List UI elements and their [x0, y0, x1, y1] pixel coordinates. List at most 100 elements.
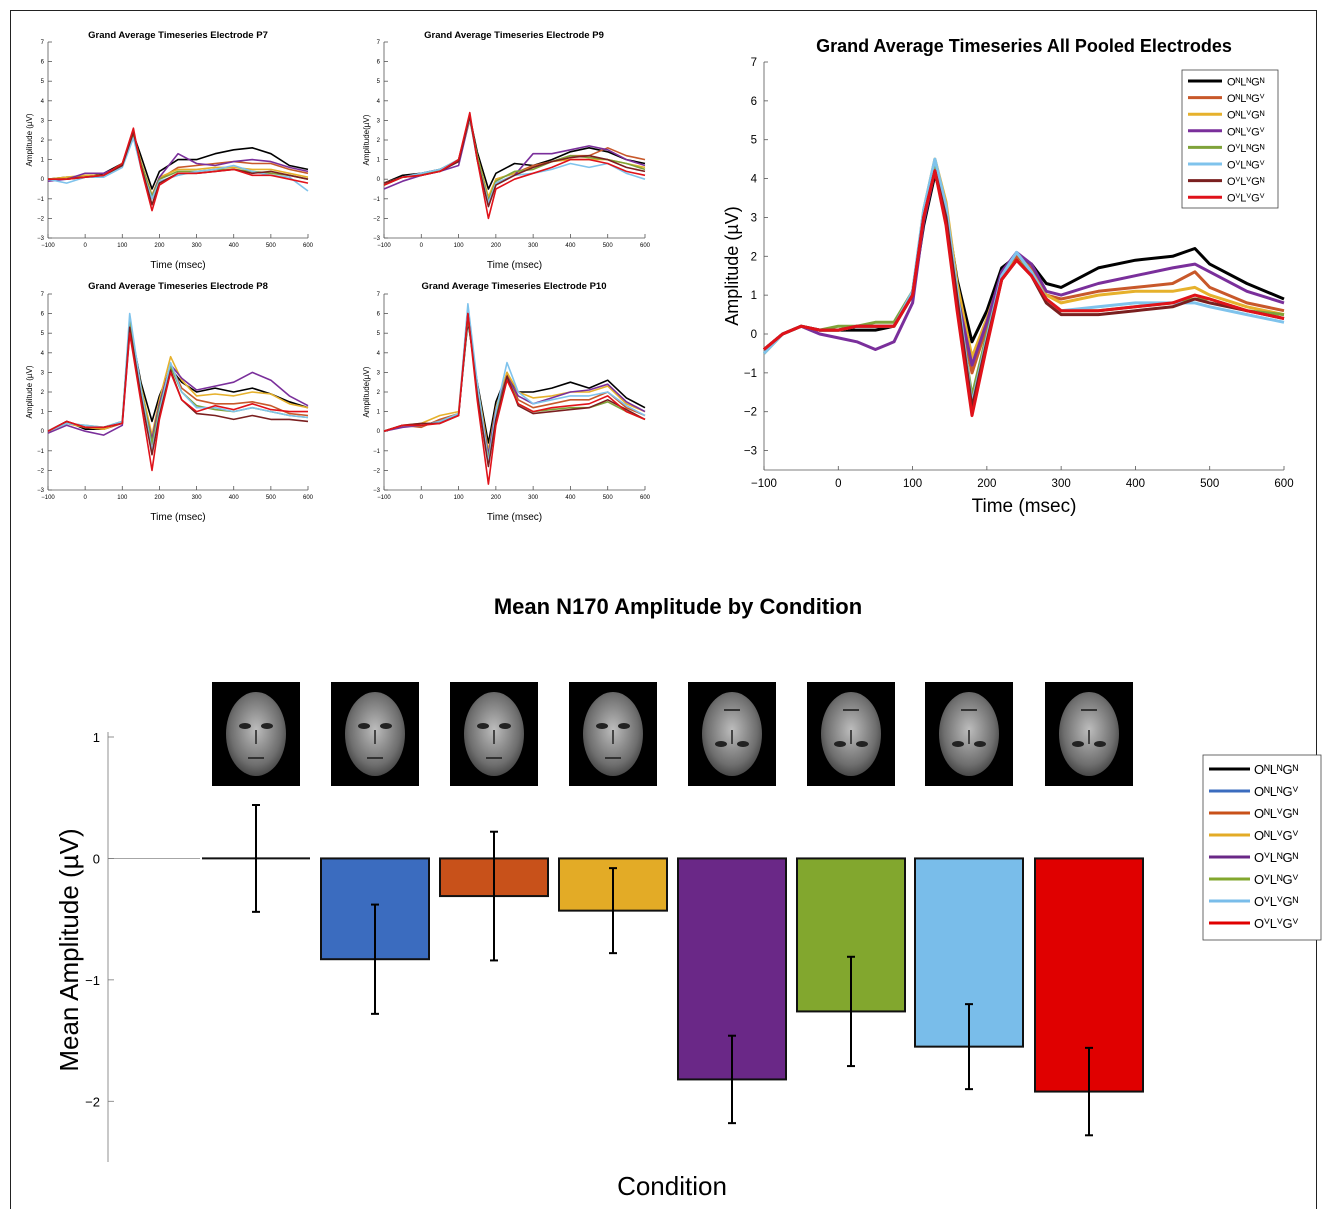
face-eye — [715, 741, 727, 747]
legend-label: OⱽLᴺGⱽ — [1227, 160, 1265, 172]
series-line-5 — [383, 302, 646, 464]
y-tick-label: 7 — [41, 40, 45, 46]
x-tick-label: 300 — [528, 495, 539, 501]
x-tick-label: 200 — [977, 478, 996, 490]
legend-label: OⱽLᴺGᴺ — [1227, 143, 1265, 155]
face-eye — [618, 723, 630, 729]
y-tick-label: 0 — [93, 851, 100, 866]
y-tick-label: 3 — [41, 118, 45, 124]
face-eye — [261, 723, 273, 729]
series-line-5 — [383, 117, 646, 204]
face-eye — [952, 741, 964, 747]
y-tick-label: 4 — [377, 351, 381, 357]
x-tick-label: 600 — [640, 495, 651, 501]
y-tick-label: −3 — [373, 236, 381, 242]
y-tick-label: 4 — [41, 351, 45, 357]
y-tick-label: 5 — [377, 79, 381, 85]
series-line-1 — [383, 115, 646, 200]
series-line-7 — [383, 111, 646, 220]
x-tick-label: 300 — [192, 243, 203, 249]
y-tick-label: 5 — [377, 331, 381, 337]
x-tick-label: 500 — [603, 243, 614, 249]
y-tick-label: −3 — [373, 488, 381, 494]
y-tick-label: 7 — [377, 292, 381, 298]
y-tick-label: −3 — [37, 236, 45, 242]
y-axis-label: Amplitude(µV) — [362, 366, 371, 417]
series-line-7 — [763, 169, 1285, 418]
x-tick-label: 200 — [154, 243, 165, 249]
face-eye — [1072, 741, 1084, 747]
y-tick-label: 7 — [41, 292, 45, 298]
face-eye — [834, 741, 846, 747]
y-tick-label: 1 — [751, 290, 757, 302]
y-axis-label: Amplitude (µV) — [25, 365, 34, 418]
series-line-6 — [48, 131, 309, 206]
x-tick-label: −100 — [377, 495, 391, 501]
y-tick-label: 2 — [751, 251, 757, 263]
y-tick-label: −2 — [744, 407, 757, 419]
series-line-5 — [47, 137, 309, 200]
y-tick-label: 3 — [41, 370, 45, 376]
y-axis-label: Amplitude (µV) — [722, 206, 742, 325]
x-tick-label: 600 — [1274, 478, 1293, 490]
series-line-7 — [47, 332, 308, 472]
y-tick-label: −3 — [37, 488, 45, 494]
timeseries-chart-4: −100 0 100 200 300 400 500 600 −3 −2 −1 0 1 2 3 4 5 6 7 Gra… — [722, 36, 1294, 517]
y-tick-label: 1 — [377, 158, 381, 164]
face-eye — [499, 723, 511, 729]
x-tick-label: −100 — [41, 243, 55, 249]
y-tick-label: 6 — [377, 60, 381, 66]
y-tick-label: −1 — [37, 197, 45, 203]
series-line-1 — [48, 131, 309, 200]
face-stimulus-image — [925, 682, 1013, 786]
y-axis-label: Amplitude (µV) — [25, 113, 34, 166]
x-tick-label: 100 — [454, 243, 465, 249]
series-line-2 — [47, 320, 309, 436]
x-tick-label: 100 — [454, 495, 465, 501]
x-tick-label: −100 — [751, 478, 777, 490]
legend-label: OᴺLⱽGⱽ — [1227, 126, 1265, 138]
x-tick-label: 100 — [117, 495, 128, 501]
x-tick-label: 0 — [420, 495, 424, 501]
legend-label: OᴺLᴺGⱽ — [1227, 93, 1265, 105]
y-tick-label: 5 — [41, 79, 45, 85]
x-tick-label: 300 — [1052, 478, 1071, 490]
face-stimulus-image — [688, 682, 776, 786]
x-tick-label: 600 — [303, 495, 314, 501]
y-tick-label: −1 — [744, 368, 757, 380]
legend-label: OⱽLⱽGᴺ — [1227, 176, 1265, 188]
y-tick-label: −2 — [373, 216, 381, 222]
y-tick-label: −1 — [37, 449, 45, 455]
x-tick-label: 400 — [565, 495, 576, 501]
y-tick-label: 3 — [377, 370, 381, 376]
y-tick-label: −1 — [373, 449, 381, 455]
y-tick-label: 7 — [377, 40, 381, 46]
legend-label: OⱽLᴺGⱽ — [1254, 872, 1299, 887]
face-eye — [596, 723, 608, 729]
x-tick-label: 400 — [565, 243, 576, 249]
y-tick-label: 0 — [751, 329, 757, 341]
series-line-7 — [48, 127, 309, 212]
x-axis-label: Time (msec) — [150, 260, 205, 271]
face-stimulus-image — [212, 682, 300, 786]
x-tick-label: 500 — [266, 495, 277, 501]
chart-title: Grand Average Timeseries All Pooled Elec… — [816, 36, 1232, 56]
y-tick-label: 0 — [377, 177, 381, 183]
chart-title: Grand Average Timeseries Electrode P8 — [88, 281, 268, 292]
x-tick-label: 600 — [303, 243, 314, 249]
x-tick-label: 100 — [117, 243, 128, 249]
chart-title: Mean N170 Amplitude by Condition — [494, 594, 862, 619]
legend-label: OᴺLⱽGᴺ — [1227, 110, 1265, 122]
x-tick-label: 200 — [491, 243, 502, 249]
y-tick-label: 0 — [41, 429, 45, 435]
x-tick-label: 600 — [640, 243, 651, 249]
y-tick-label: 7 — [751, 57, 757, 69]
x-tick-label: −100 — [377, 243, 391, 249]
series-line-0 — [383, 115, 646, 190]
y-tick-label: 2 — [41, 138, 45, 144]
series-line-6 — [383, 115, 646, 208]
x-axis-label: Time (msec) — [487, 512, 542, 523]
y-tick-label: 3 — [377, 118, 381, 124]
series-line-5 — [47, 312, 309, 452]
x-tick-label: 0 — [83, 243, 87, 249]
